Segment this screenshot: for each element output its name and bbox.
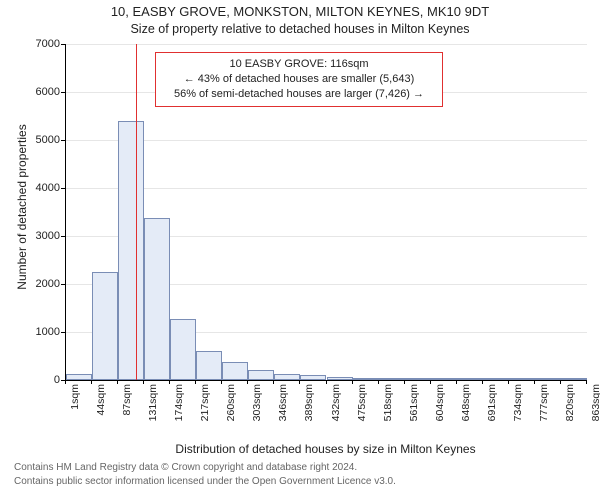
- x-tick-label: 260sqm: [225, 384, 237, 432]
- histogram-bar: [379, 378, 405, 380]
- x-tick-mark: [91, 380, 92, 384]
- x-tick-mark: [143, 380, 144, 384]
- x-tick-mark: [508, 380, 509, 384]
- x-tick-label: 777sqm: [538, 384, 550, 432]
- histogram-bar: [353, 378, 379, 380]
- x-tick-mark: [352, 380, 353, 384]
- y-tick-mark: [61, 188, 65, 189]
- x-tick-label: 174sqm: [173, 384, 185, 432]
- gridline: [66, 188, 587, 189]
- x-tick-label: 131sqm: [147, 384, 159, 432]
- histogram-bar: [66, 374, 92, 380]
- histogram-bar: [248, 370, 274, 380]
- x-tick-label: 303sqm: [251, 384, 263, 432]
- footer-line-1: Contains HM Land Registry data © Crown c…: [14, 462, 357, 473]
- x-tick-label: 734sqm: [512, 384, 524, 432]
- x-tick-label: 389sqm: [303, 384, 315, 432]
- reference-line: [136, 44, 137, 380]
- histogram-bar: [92, 272, 118, 380]
- histogram-bar: [170, 319, 196, 380]
- x-tick-mark: [117, 380, 118, 384]
- histogram-bar: [535, 378, 561, 380]
- histogram-bar: [144, 218, 170, 380]
- x-tick-label: 44sqm: [95, 384, 107, 432]
- y-tick-mark: [61, 332, 65, 333]
- x-tick-label: 346sqm: [277, 384, 289, 432]
- x-tick-mark: [221, 380, 222, 384]
- y-tick-label: 1000: [26, 326, 60, 338]
- histogram-bar: [274, 374, 300, 380]
- y-tick-label: 4000: [26, 182, 60, 194]
- y-tick-mark: [61, 284, 65, 285]
- footer-line-2: Contains public sector information licen…: [14, 476, 396, 487]
- gridline: [66, 140, 587, 141]
- x-tick-mark: [404, 380, 405, 384]
- y-tick-label: 5000: [26, 134, 60, 146]
- y-tick-mark: [61, 236, 65, 237]
- chart-title-line2: Size of property relative to detached ho…: [0, 22, 600, 36]
- x-tick-label: 691sqm: [486, 384, 498, 432]
- annotation-line-3: 56% of semi-detached houses are larger (…: [164, 87, 434, 102]
- x-tick-mark: [586, 380, 587, 384]
- x-tick-mark: [430, 380, 431, 384]
- histogram-bar: [300, 375, 326, 380]
- x-tick-mark: [195, 380, 196, 384]
- histogram-bar: [483, 378, 509, 380]
- histogram-bar: [509, 378, 535, 380]
- y-tick-label: 0: [26, 374, 60, 386]
- y-tick-label: 2000: [26, 278, 60, 290]
- x-tick-mark: [456, 380, 457, 384]
- histogram-bar: [405, 378, 431, 380]
- x-tick-label: 863sqm: [590, 384, 600, 432]
- y-tick-mark: [61, 140, 65, 141]
- x-tick-mark: [247, 380, 248, 384]
- histogram-bar: [431, 378, 457, 380]
- x-tick-mark: [378, 380, 379, 384]
- x-tick-label: 475sqm: [356, 384, 368, 432]
- x-tick-label: 648sqm: [460, 384, 472, 432]
- x-tick-label: 1sqm: [69, 384, 81, 432]
- x-tick-mark: [560, 380, 561, 384]
- histogram-bar: [561, 378, 587, 380]
- x-tick-label: 518sqm: [382, 384, 394, 432]
- y-tick-label: 7000: [26, 38, 60, 50]
- x-tick-label: 561sqm: [408, 384, 420, 432]
- y-tick-mark: [61, 92, 65, 93]
- x-tick-label: 820sqm: [564, 384, 576, 432]
- y-tick-label: 3000: [26, 230, 60, 242]
- x-tick-label: 217sqm: [199, 384, 211, 432]
- annotation-line-2: ← 43% of detached houses are smaller (5,…: [164, 72, 434, 87]
- y-tick-mark: [61, 44, 65, 45]
- x-tick-mark: [273, 380, 274, 384]
- y-tick-label: 6000: [26, 86, 60, 98]
- x-tick-mark: [299, 380, 300, 384]
- histogram-bar: [118, 121, 144, 380]
- x-tick-mark: [534, 380, 535, 384]
- x-axis-label: Distribution of detached houses by size …: [65, 442, 586, 456]
- histogram-bar: [327, 377, 353, 380]
- annotation-line-1: 10 EASBY GROVE: 116sqm: [164, 57, 434, 72]
- annotation-box: 10 EASBY GROVE: 116sqm ← 43% of detached…: [155, 52, 443, 107]
- x-tick-label: 87sqm: [121, 384, 133, 432]
- histogram-bar: [196, 351, 222, 380]
- histogram-bar: [457, 378, 483, 380]
- x-tick-mark: [326, 380, 327, 384]
- histogram-bar: [222, 362, 248, 380]
- x-tick-mark: [65, 380, 66, 384]
- x-tick-label: 432sqm: [330, 384, 342, 432]
- x-tick-label: 604sqm: [434, 384, 446, 432]
- x-tick-mark: [169, 380, 170, 384]
- gridline: [66, 44, 587, 45]
- chart-title-line1: 10, EASBY GROVE, MONKSTON, MILTON KEYNES…: [0, 4, 600, 19]
- x-tick-mark: [482, 380, 483, 384]
